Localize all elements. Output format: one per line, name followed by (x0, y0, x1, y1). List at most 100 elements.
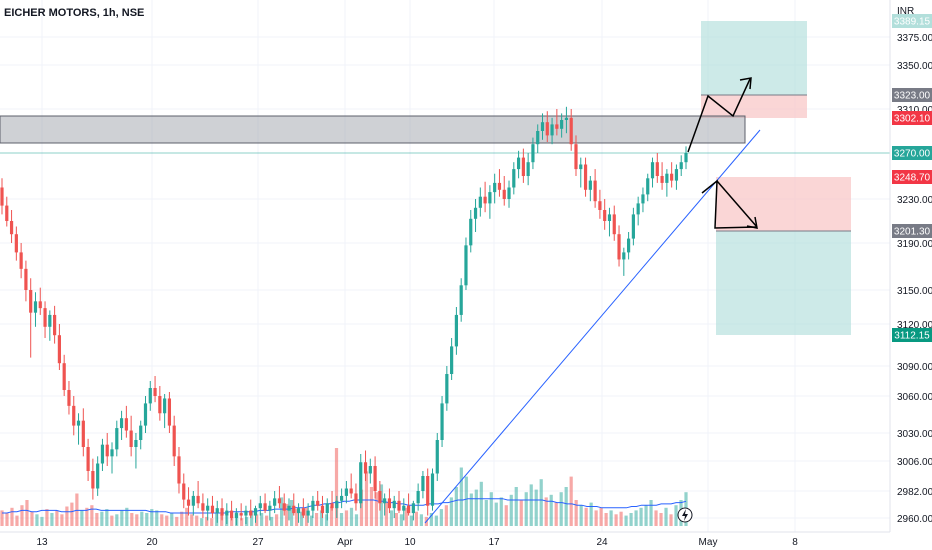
candle-body (383, 498, 386, 503)
candle-body (507, 188, 510, 200)
candle-body (206, 506, 209, 511)
candle-body (397, 501, 400, 511)
candle-body (101, 445, 104, 464)
candle-body (110, 449, 113, 456)
volume-bar (35, 514, 38, 526)
candle-body (660, 176, 663, 183)
volume-bar (639, 508, 642, 526)
volume-bar (330, 507, 333, 527)
candle-body (316, 501, 319, 506)
time-tick-label: Apr (337, 537, 353, 548)
candle-body (498, 183, 501, 190)
volume-bar (210, 518, 213, 526)
trendline[interactable] (425, 130, 760, 523)
candle-body (412, 503, 415, 513)
candle-body (675, 169, 678, 181)
candle-body (211, 506, 214, 513)
candle-body (484, 197, 487, 204)
volume-bar (350, 508, 353, 526)
candle-body (345, 489, 348, 496)
long-stop-zone[interactable] (701, 95, 807, 118)
volume-bar (315, 513, 318, 526)
candle-body (369, 466, 372, 474)
candle-body (393, 501, 396, 508)
volume-bar (340, 513, 343, 526)
price-tick-label: 3030.00 (897, 429, 932, 440)
candle-body (651, 162, 654, 178)
volume-bar (40, 517, 43, 526)
price-label-text: 3201.30 (894, 227, 931, 238)
volume-bar (605, 513, 608, 526)
volume-bar (615, 514, 618, 526)
volume-bar (120, 510, 123, 526)
volume-bar (100, 512, 103, 526)
candle-body (665, 174, 668, 183)
price-label-text: 3248.70 (894, 173, 931, 184)
price-label-text: 3270.00 (894, 149, 931, 160)
candle-body (646, 178, 649, 194)
volume-bar (410, 516, 413, 526)
candle-body (335, 501, 338, 508)
candle-body (29, 290, 32, 313)
lightning-icon[interactable] (678, 508, 692, 522)
price-axis[interactable]: 3375.00 3350.00 3310.00 3230.00 3190.00 3150.… (897, 33, 932, 525)
volume-bar (165, 516, 168, 526)
resistance-zone[interactable] (0, 116, 745, 143)
candle-body (0, 188, 3, 206)
candle-body (402, 506, 405, 511)
candle-body (488, 192, 491, 203)
candle-body (684, 153, 687, 162)
candle-body (134, 440, 137, 447)
candle-body (522, 158, 525, 176)
volume-bar (25, 500, 28, 526)
volume-bar (400, 514, 403, 526)
long-target-zone[interactable] (701, 21, 807, 95)
candle-body (469, 219, 472, 246)
candle-body (641, 194, 644, 203)
candle-body (359, 462, 362, 503)
candle-body (536, 131, 539, 144)
volume-bar (160, 514, 163, 526)
candle-body (273, 498, 276, 505)
candle-body (240, 513, 243, 515)
candle-body (445, 374, 448, 403)
volume-bar (435, 516, 438, 526)
volume-bar (155, 510, 158, 526)
candle-body (53, 315, 56, 335)
candle-body (153, 388, 156, 396)
time-axis[interactable]: 13 20 27 Apr 10 17 24 May 8 (36, 537, 798, 548)
time-tick-label: 8 (792, 537, 798, 548)
candle-body (627, 239, 630, 253)
volume-bar (659, 513, 662, 526)
volume-bar (265, 516, 268, 526)
price-label-text: 3389.15 (894, 17, 931, 28)
candle-body (417, 491, 420, 503)
price-tick-label: 3350.00 (897, 61, 932, 72)
candle-body (235, 513, 238, 518)
volume-bar (140, 512, 143, 526)
volume-bar (600, 508, 603, 526)
time-tick-label: 13 (36, 537, 48, 548)
candle-body (106, 445, 109, 457)
short-target-zone[interactable] (716, 231, 851, 335)
candle-body (39, 301, 42, 308)
candle-body (96, 464, 99, 489)
volume-bar (560, 492, 563, 526)
volume-bar (540, 479, 543, 526)
price-tick-label: 3230.00 (897, 195, 932, 206)
volume-bar (520, 500, 523, 526)
candle-body (268, 506, 271, 511)
candle-body (292, 506, 295, 513)
candle-body (622, 252, 625, 259)
candle-body (5, 206, 8, 221)
candle-body (77, 421, 80, 426)
time-tick-label: 24 (596, 537, 608, 548)
candle-body (517, 158, 520, 170)
candle-body (670, 174, 673, 181)
price-label-text: 3112.15 (894, 331, 930, 342)
candle-body (598, 201, 601, 210)
candle-body (373, 466, 376, 491)
volume-bar (105, 509, 108, 526)
candle-body (527, 162, 530, 176)
